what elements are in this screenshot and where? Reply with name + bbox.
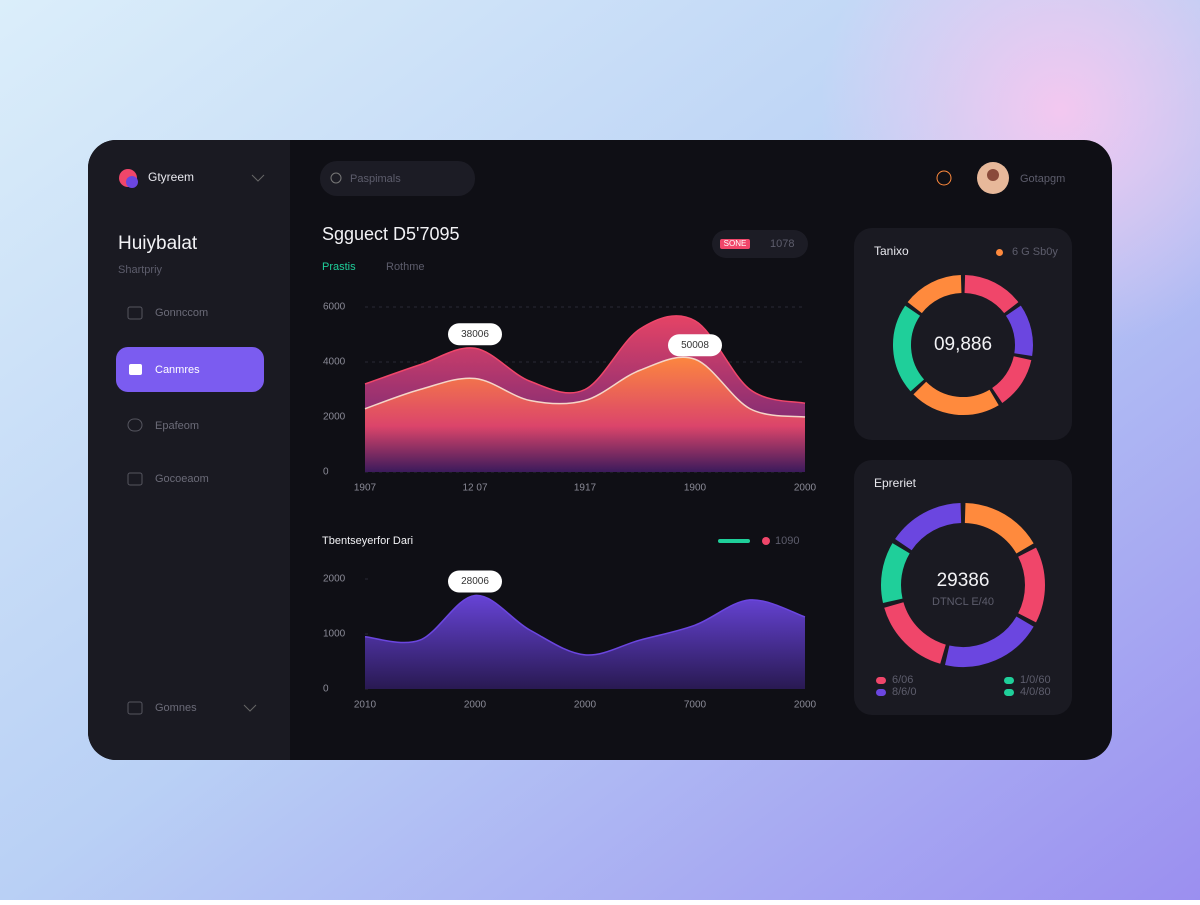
chart-title: Tbentseyerfor Dari <box>322 535 413 547</box>
tooltip-label: 38006 <box>461 329 489 340</box>
nav-icon <box>127 701 143 715</box>
area-line <box>364 594 806 656</box>
legend-label: 1090 <box>775 535 799 547</box>
nav-icon <box>129 364 142 375</box>
nav-item-active[interactable] <box>116 347 264 392</box>
legend-swatch <box>1004 677 1014 684</box>
nav-icon <box>127 418 143 432</box>
donut-segment <box>964 503 1034 554</box>
legend-label: 1/0/60 <box>1020 674 1051 686</box>
sidebar-subtitle: Shartpriy <box>118 264 163 276</box>
badge-label: 1078 <box>770 238 794 250</box>
donut-segment <box>893 305 925 392</box>
legend-swatch <box>876 677 886 684</box>
sidebar-title: Huiybalat <box>118 233 198 254</box>
avatar <box>987 169 999 181</box>
legend-swatch <box>1004 689 1014 696</box>
y-tick-label: 2000 <box>323 412 346 423</box>
legend-swatch <box>876 689 886 696</box>
brand: Gtyreem <box>148 170 194 184</box>
area <box>365 357 805 472</box>
donut-segment <box>884 601 947 664</box>
brand-logo <box>126 176 138 188</box>
badge <box>712 230 808 258</box>
badge-tag <box>720 239 750 249</box>
legend-label: 4/0/80 <box>1020 686 1051 698</box>
tooltip-label: 50008 <box>681 340 709 351</box>
user-name[interactable]: Gotapgm <box>1020 173 1065 185</box>
card-title: Tanixo <box>874 244 909 258</box>
chart-title: Sgguect D5'7095 <box>322 224 460 244</box>
legend-label: Prastis <box>322 261 356 273</box>
area-line <box>364 315 806 404</box>
area-line <box>364 356 806 418</box>
nav-item[interactable]: Gocoeaom <box>155 473 209 485</box>
donut-center-label: 29386 <box>937 570 990 591</box>
legend-label: 6/06 <box>892 674 913 686</box>
donut-segment <box>1005 305 1033 357</box>
sidebar-footer[interactable]: Gomnes <box>155 702 197 714</box>
donut-segment <box>881 543 910 603</box>
tooltip-label: 28006 <box>461 576 489 587</box>
x-tick-label: 2000 <box>464 700 487 711</box>
donut-segment <box>913 381 999 415</box>
badge-tag-label: SONE <box>724 239 747 248</box>
x-tick-label: 7000 <box>684 700 707 711</box>
donut-segment <box>895 503 962 551</box>
legend-line <box>718 539 750 543</box>
donut-segment <box>945 616 1034 667</box>
tooltip <box>668 334 722 357</box>
nav-item[interactable]: Epafeom <box>155 420 199 432</box>
donut-segment <box>907 275 962 314</box>
donut-segment <box>991 355 1032 403</box>
nav-item[interactable]: Canmres <box>155 364 200 376</box>
x-tick-label: 1900 <box>684 483 707 494</box>
y-tick-label: 2000 <box>323 574 346 585</box>
y-tick-label: 1000 <box>323 629 346 640</box>
card-title: Epreriet <box>874 476 917 490</box>
nav-item[interactable]: Gonnccom <box>155 307 208 319</box>
donut-center-label: 09,886 <box>934 334 992 355</box>
donut-sub-label: DTNCL E/40 <box>932 596 994 608</box>
x-tick-label: 2000 <box>794 700 817 711</box>
legend-dot <box>762 537 770 545</box>
tooltip <box>448 570 502 593</box>
y-tick-label: 6000 <box>323 302 346 313</box>
x-tick-label: 12 07 <box>462 483 487 494</box>
search-icon <box>330 172 342 184</box>
x-tick-label: 1907 <box>354 483 377 494</box>
legend-label: 8/6/0 <box>892 686 916 698</box>
tooltip <box>448 323 502 346</box>
x-tick-label: 2000 <box>794 483 817 494</box>
chevron[interactable] <box>243 704 257 712</box>
y-tick-label: 4000 <box>323 357 346 368</box>
chevron[interactable] <box>251 174 265 182</box>
search-box[interactable] <box>320 161 475 196</box>
x-tick-label: 2010 <box>354 700 377 711</box>
y-tick-label: 0 <box>323 467 329 478</box>
x-tick-label: 1917 <box>574 483 597 494</box>
sidebar <box>88 140 290 760</box>
nav-icon <box>127 472 143 486</box>
x-tick-label: 2000 <box>574 700 597 711</box>
y-tick-label: 0 <box>323 684 329 695</box>
donut-segment <box>1018 547 1045 623</box>
donut-segment <box>964 275 1019 314</box>
notification-icon[interactable] <box>936 170 952 186</box>
nav-icon <box>127 306 143 320</box>
legend-label: Rothme <box>386 261 425 273</box>
legend-swatch <box>996 249 1003 256</box>
legend-label: 6 G Sb0y <box>1012 246 1058 258</box>
search-placeholder: Paspimals <box>350 173 401 185</box>
area <box>365 595 805 689</box>
